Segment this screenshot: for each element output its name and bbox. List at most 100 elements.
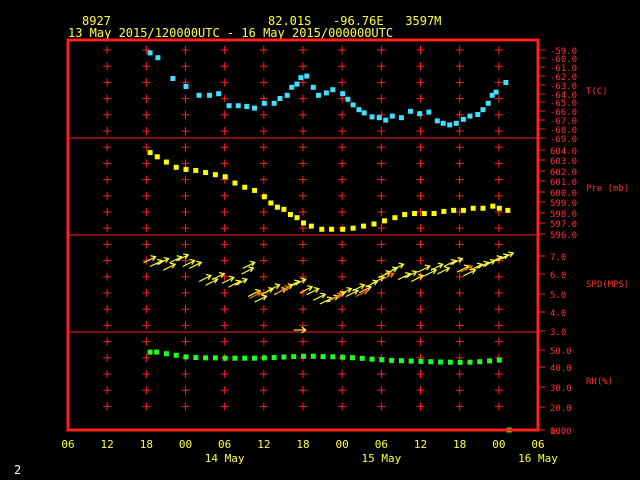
wind-arrow-shaft xyxy=(299,286,313,294)
wind-arrow xyxy=(221,275,235,284)
wind-arrow-shaft xyxy=(143,256,156,264)
data-layer xyxy=(143,50,515,433)
temperature-point xyxy=(323,90,329,96)
humidity-point xyxy=(457,359,463,365)
wind-arrow xyxy=(391,262,405,271)
wind-arrow-strong xyxy=(329,292,343,301)
wind-arrow-head xyxy=(502,253,510,260)
wind-arrow-head xyxy=(307,285,314,292)
wind-arrow-shaft xyxy=(319,297,333,305)
pressure-point xyxy=(340,226,346,232)
x-tick-label: 18 xyxy=(453,438,466,451)
humidity-point xyxy=(242,355,248,361)
temperature-point xyxy=(361,110,367,116)
temperature-point xyxy=(503,80,509,85)
temperature-point xyxy=(316,92,322,98)
temperature-point xyxy=(271,100,277,106)
humidity-point xyxy=(320,354,326,360)
wind-arrow-head xyxy=(388,272,395,278)
wind-arrow-strong xyxy=(381,272,395,281)
temperature-point xyxy=(304,73,310,79)
temperature-point xyxy=(235,103,241,109)
y-tick-label: 20.0 xyxy=(550,404,572,414)
wind-arrow-shaft xyxy=(189,261,202,269)
wind-arrow-head xyxy=(163,257,170,263)
wind-arrow-head xyxy=(508,251,515,258)
temperature-point xyxy=(460,116,466,122)
humidity-point xyxy=(310,353,316,359)
temperature-point xyxy=(480,107,486,113)
wind-arrow-head xyxy=(346,287,353,293)
temperature-point xyxy=(440,120,446,126)
humidity-point xyxy=(291,354,297,360)
pressure-point xyxy=(242,184,248,190)
wind-arrow xyxy=(437,266,451,275)
temperature-point xyxy=(389,113,395,119)
wind-arrow-shaft xyxy=(489,256,502,264)
pressure-point xyxy=(431,211,437,216)
pressure-point xyxy=(402,212,408,218)
temperature-point xyxy=(226,103,232,109)
y-tick-label: -63.0 xyxy=(550,82,577,92)
y-tick-label: 603.0 xyxy=(550,157,577,167)
time-range: 13 May 2015/120000UTC - 16 May 2015/0000… xyxy=(68,26,394,40)
humidity-point xyxy=(349,355,355,361)
pressure-point xyxy=(496,205,502,211)
y-tick-label: 6.0 xyxy=(550,271,566,281)
pressure-point xyxy=(173,164,179,170)
temperature-point xyxy=(170,76,176,81)
wind-arrow-shaft xyxy=(404,271,417,279)
wind-arrow-shaft xyxy=(450,258,463,266)
pressure-point xyxy=(470,205,476,211)
wind-arrow-head xyxy=(256,290,263,297)
wind-arrow xyxy=(205,277,219,286)
humidity-point xyxy=(359,355,365,361)
x-tick-label: 18 xyxy=(140,438,153,451)
wind-arrow-head xyxy=(467,264,474,271)
wind-arrow-shaft xyxy=(241,267,254,275)
temperature-point xyxy=(147,50,153,56)
temperature-point xyxy=(475,112,481,117)
wind-arrow xyxy=(241,266,255,275)
temperature-point xyxy=(310,84,316,90)
wind-arrow-shaft xyxy=(355,289,369,298)
wind-arrow-head xyxy=(301,326,307,334)
wind-arrow xyxy=(430,262,444,271)
y-tick-label: 597.0 xyxy=(550,220,577,230)
x-tick-label: 00 xyxy=(336,438,349,451)
pressure-point xyxy=(381,218,387,224)
station-id: 8927 xyxy=(82,14,111,28)
wind-arrow-shaft xyxy=(397,273,411,281)
temperature-point xyxy=(216,91,222,97)
wind-arrow-shaft xyxy=(424,269,437,277)
humidity-point xyxy=(281,354,287,360)
y-tick-label: 3.0 xyxy=(550,328,566,338)
wind-arrow-shaft xyxy=(430,263,444,271)
wind-arrow-head xyxy=(249,260,256,267)
temperature-point xyxy=(294,81,300,87)
humidity-point xyxy=(173,352,179,358)
wind-arrow-head xyxy=(284,285,291,292)
wind-arrow-head xyxy=(398,262,405,269)
y-tick-label: -67.0 xyxy=(550,117,577,127)
humidity-point xyxy=(340,354,346,360)
wind-arrow xyxy=(162,262,177,271)
pressure-point xyxy=(294,215,300,221)
x-tick-label: 06 xyxy=(375,438,388,451)
grid-layer xyxy=(68,46,538,411)
wind-arrow-shaft xyxy=(345,289,359,298)
pressure-point xyxy=(232,180,238,186)
pressure-point xyxy=(460,207,466,213)
y-tick-label: -64.0 xyxy=(550,91,577,101)
wind-arrow-shaft xyxy=(211,273,225,281)
pressure-point xyxy=(281,206,287,212)
pressure-point xyxy=(274,204,280,210)
wind-arrow-shaft xyxy=(149,259,163,268)
temperature-point xyxy=(447,122,453,128)
humidity-point xyxy=(193,355,199,361)
y-tick-label: 599.0 xyxy=(550,199,577,209)
wind-arrow-strong xyxy=(459,264,474,273)
wind-arrow xyxy=(410,273,425,283)
x-date-label: 15 May xyxy=(361,452,401,465)
